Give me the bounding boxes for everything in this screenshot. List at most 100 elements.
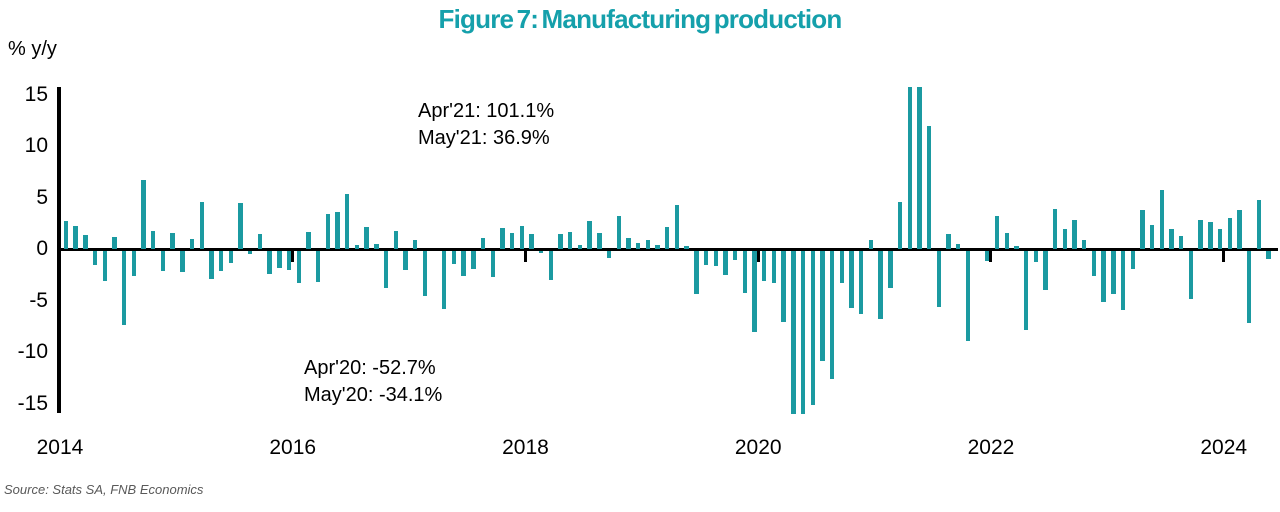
bar-2019-04	[674, 204, 680, 250]
bar-2014-08	[131, 251, 137, 276]
bar-2015-07	[238, 202, 243, 250]
annotation-2021-line-2: May'21: 36.9%	[418, 127, 550, 149]
annotation-2020-line-2: May'20: -34.1%	[304, 384, 443, 406]
bar-2021-12	[985, 251, 990, 262]
bar-2014-11	[160, 251, 166, 271]
bar-2023-03	[1130, 251, 1135, 269]
bar-2016-01	[296, 251, 301, 283]
bar-2014-06	[112, 236, 117, 250]
bar-2015-02	[189, 238, 195, 250]
bar-2018-02	[539, 251, 544, 254]
bar-2022-04	[1023, 251, 1029, 331]
bar-2020-05	[800, 251, 806, 414]
x-tick-label-2022: 2022	[967, 436, 1015, 459]
bar-2020-07	[820, 251, 825, 362]
bar-2017-05	[451, 251, 457, 265]
x-tick-label-2018: 2018	[502, 436, 549, 459]
bar-2016-05	[335, 212, 340, 250]
bar-2018-08	[597, 232, 602, 250]
bar-2015-03	[199, 201, 204, 250]
bar-2019-03	[665, 226, 670, 250]
x-tick-2020	[756, 250, 760, 262]
bar-2017-10	[500, 227, 505, 250]
x-tick-2024	[1222, 250, 1226, 262]
bar-2018-12	[635, 243, 641, 250]
x-tick-label-2024: 2024	[1200, 436, 1248, 459]
bar-2021-02	[888, 251, 893, 289]
bar-2023-05	[1149, 224, 1155, 250]
bar-2020-08	[829, 251, 835, 379]
bar-2016-08	[364, 226, 369, 250]
bar-2020-01	[762, 251, 767, 281]
bar-2020-04	[791, 251, 796, 414]
bar-2017-08	[480, 237, 486, 250]
bar-2021-10	[965, 251, 971, 341]
bar-2014-04	[92, 251, 98, 266]
x-tick-label-2020: 2020	[734, 436, 782, 459]
bar-2021-07	[936, 251, 941, 307]
bar-2021-06	[926, 125, 932, 250]
bar-2023-08	[1179, 235, 1184, 250]
bar-2017-04	[442, 251, 447, 309]
bar-2019-06	[694, 251, 699, 295]
zero-baseline	[57, 247, 1278, 251]
bar-2016-04	[325, 214, 331, 250]
source-note: Source: Stats SA, FNB Economics	[4, 482, 204, 497]
bar-2023-02	[1120, 251, 1126, 310]
bar-2021-01	[878, 251, 883, 320]
bar-2017-11	[509, 232, 515, 250]
bar-2014-05	[102, 251, 107, 281]
bar-2017-02	[422, 251, 428, 297]
bar-2020-12	[868, 239, 874, 250]
x-tick-2016	[291, 250, 295, 262]
bar-2024-02	[1237, 210, 1242, 250]
y-tick-label--10: -10	[17, 340, 48, 364]
bar-2022-07	[1052, 209, 1058, 250]
bar-2016-12	[403, 251, 408, 270]
bar-2024-01	[1227, 218, 1232, 250]
bar-2023-06	[1159, 189, 1165, 250]
bar-2014-12	[170, 232, 175, 250]
bar-2019-02	[655, 245, 660, 250]
bar-2014-01	[63, 221, 69, 250]
bar-2020-10	[849, 251, 854, 308]
annotation-2021-line-1: Apr'21: 101.1%	[418, 100, 555, 122]
y-tick-label-15: 15	[24, 82, 48, 106]
bar-2019-10	[732, 251, 738, 261]
y-tick-label-0: 0	[36, 237, 48, 261]
y-tick-label--15: -15	[17, 391, 48, 415]
bar-2016-07	[354, 245, 360, 250]
bar-2014-02	[73, 225, 78, 250]
bar-2022-11	[1091, 251, 1097, 276]
y-tick-label-5: 5	[36, 185, 48, 209]
bar-2023-12	[1217, 228, 1223, 250]
bar-2015-11	[277, 251, 282, 268]
x-tick-2018	[523, 250, 527, 262]
annotation-2020-drop: Apr'20: -52.7% May'20: -34.1%	[304, 355, 442, 409]
bar-2024-05	[1266, 251, 1271, 260]
bar-2017-07	[471, 251, 476, 269]
annotation-2020-line-1: Apr'20: -52.7%	[304, 357, 436, 379]
bar-2022-09	[1072, 220, 1077, 250]
bar-2015-12	[286, 251, 292, 270]
bar-2018-01	[529, 233, 534, 250]
bar-2019-08	[713, 251, 718, 267]
y-axis-unit-label: % y/y	[8, 38, 57, 60]
bar-2018-11	[626, 237, 631, 250]
bar-2015-06	[228, 251, 234, 264]
bar-2017-06	[461, 251, 466, 276]
bar-2022-08	[1062, 228, 1068, 250]
bar-2016-06	[345, 193, 350, 250]
bar-2021-03	[897, 201, 903, 250]
bar-2021-08	[946, 233, 951, 250]
bar-2016-02	[306, 231, 311, 250]
bar-2015-01	[180, 251, 185, 272]
y-tick-label-10: 10	[24, 134, 48, 158]
bar-2015-10	[267, 251, 272, 274]
bar-2021-09	[956, 244, 961, 250]
bar-2020-02	[771, 251, 777, 283]
bar-2014-07	[121, 251, 127, 326]
bar-2016-11	[393, 230, 398, 250]
